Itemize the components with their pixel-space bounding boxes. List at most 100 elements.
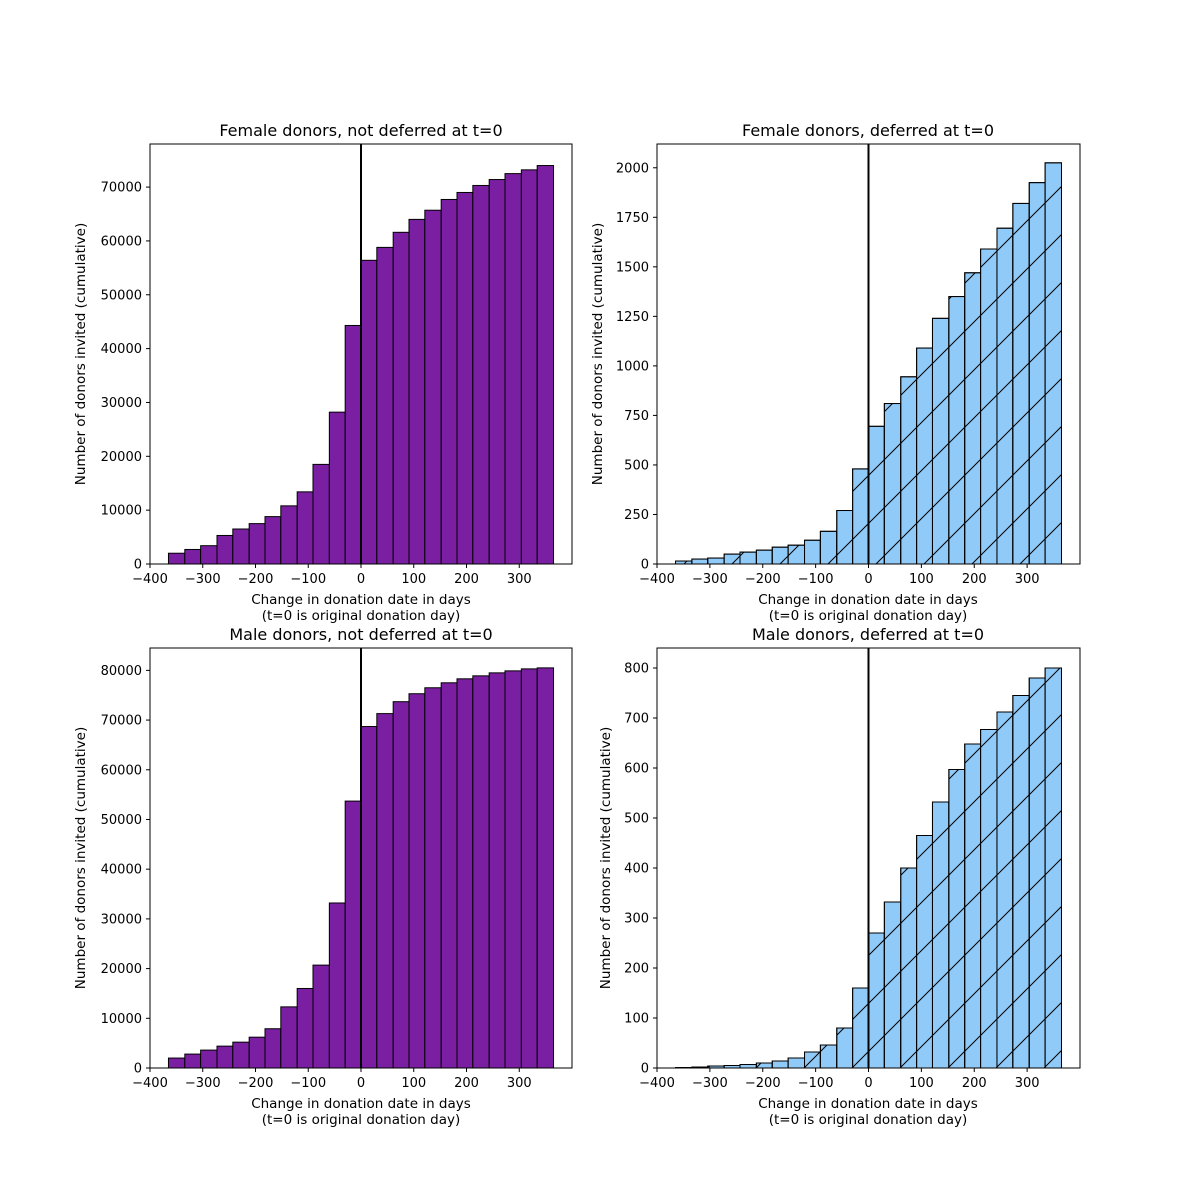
bar xyxy=(488,179,506,565)
bar-hatch xyxy=(852,987,870,1069)
bar xyxy=(328,902,346,1069)
x-tick-label: −400 xyxy=(639,1076,675,1091)
bar xyxy=(248,523,266,565)
bar-hatch xyxy=(883,901,902,1069)
bars xyxy=(167,165,555,565)
x-tick-label: 0 xyxy=(864,572,872,587)
bar xyxy=(392,231,410,565)
chart-panel-male-deferred: Male donors, deferred at t=0 Change in d… xyxy=(598,625,1081,1128)
x-tick-label: 100 xyxy=(401,572,426,587)
bar xyxy=(408,218,426,565)
bar-hatch xyxy=(852,468,870,565)
bar xyxy=(424,687,442,1069)
x-axis-label-subtitle: (t=0 is original donation day) xyxy=(262,608,461,624)
chart-title: Male donors, not deferred at t=0 xyxy=(229,625,492,644)
bar xyxy=(440,198,458,565)
x-tick-label: 200 xyxy=(962,1076,987,1091)
bar-hatch xyxy=(996,711,1014,1069)
chart-title: Male donors, deferred at t=0 xyxy=(752,625,984,644)
y-axis-label: Number of donors invited (cumulative) xyxy=(73,223,89,485)
bar xyxy=(472,184,490,565)
y-axis-label: Number of donors invited (cumulative) xyxy=(73,727,89,989)
x-axis-label-subtitle: (t=0 is original donation day) xyxy=(262,1112,461,1128)
bar-hatch xyxy=(836,510,854,565)
chart-title: Female donors, not deferred at t=0 xyxy=(219,121,502,140)
y-tick-label: 200 xyxy=(624,962,649,977)
x-tick-label: −100 xyxy=(798,1076,834,1091)
x-tick-label: 0 xyxy=(357,572,365,587)
bars xyxy=(167,667,555,1069)
y-tick-label: 80000 xyxy=(101,664,142,679)
y-tick-label: 50000 xyxy=(101,813,142,828)
x-tick-label: −300 xyxy=(692,1076,728,1091)
bar xyxy=(184,548,202,565)
bar xyxy=(504,173,522,565)
bar-hatch xyxy=(868,425,885,565)
x-tick-label: 100 xyxy=(909,572,934,587)
x-tick-label: 200 xyxy=(962,572,987,587)
bar xyxy=(167,552,186,565)
y-tick-label: 800 xyxy=(624,662,649,677)
x-tick-label: −200 xyxy=(238,572,274,587)
bar xyxy=(264,516,282,565)
bar-hatch xyxy=(723,553,741,565)
y-tick-label: 60000 xyxy=(101,763,142,778)
y-axis-label: Number of donors invited (cumulative) xyxy=(598,727,614,989)
y-tick-label: 100 xyxy=(624,1012,649,1027)
bar-hatch xyxy=(964,743,982,1069)
x-tick-label: −400 xyxy=(132,572,168,587)
y-tick-label: 50000 xyxy=(101,288,142,303)
bar xyxy=(488,672,506,1069)
chart-panel-female-deferred: Female donors, deferred at t=0 Change in… xyxy=(590,121,1081,624)
bar xyxy=(456,678,474,1069)
y-tick-label: 20000 xyxy=(101,450,142,465)
chart-panel-male-not-deferred: Male donors, not deferred at t=0 Change … xyxy=(73,625,573,1128)
bar-hatch xyxy=(948,296,966,565)
x-tick-label: 300 xyxy=(1015,572,1040,587)
x-axis-label-subtitle: (t=0 is original donation day) xyxy=(769,1112,968,1128)
bar-hatch xyxy=(1044,162,1062,565)
bar xyxy=(296,491,314,565)
bar-hatch xyxy=(691,558,709,565)
bar-hatch xyxy=(804,539,821,565)
y-tick-label: 700 xyxy=(624,712,649,727)
bar xyxy=(360,726,378,1069)
x-axis-label: Change in donation date in days xyxy=(251,592,471,608)
bar xyxy=(248,1036,266,1069)
bar-hatch xyxy=(900,867,918,1069)
x-axis-label: Change in donation date in days xyxy=(251,1096,471,1112)
bar xyxy=(392,701,410,1069)
bar-hatch xyxy=(916,835,933,1069)
bar xyxy=(360,259,378,565)
bar xyxy=(232,528,250,565)
x-tick-label: −200 xyxy=(745,572,781,587)
bar xyxy=(312,463,330,565)
y-tick-label: 2000 xyxy=(616,161,649,176)
x-tick-label: 200 xyxy=(454,572,479,587)
y-axis-label: Number of donors invited (cumulative) xyxy=(590,223,606,485)
bar xyxy=(344,800,362,1069)
bar xyxy=(408,693,426,1069)
bar-hatch xyxy=(739,551,757,565)
bar xyxy=(216,534,234,565)
x-tick-label: 100 xyxy=(401,1076,426,1091)
y-tick-label: 20000 xyxy=(101,962,142,977)
x-tick-label: 300 xyxy=(507,1076,532,1091)
bar xyxy=(232,1041,250,1069)
y-tick-label: 1750 xyxy=(616,211,649,226)
bars xyxy=(675,667,1062,1069)
y-tick-label: 10000 xyxy=(101,504,142,519)
chart-panel-female-not-deferred: Female donors, not deferred at t=0 Chang… xyxy=(73,121,573,624)
bar xyxy=(520,668,538,1069)
y-tick-label: 40000 xyxy=(101,342,142,357)
bar xyxy=(536,667,555,1069)
x-tick-label: −400 xyxy=(132,1076,168,1091)
bar xyxy=(312,964,330,1069)
bar xyxy=(344,324,362,565)
x-axis-label: Change in donation date in days xyxy=(758,592,978,608)
y-tick-label: 10000 xyxy=(101,1012,142,1027)
bar-hatch xyxy=(996,227,1014,565)
x-tick-label: −400 xyxy=(639,572,675,587)
y-tick-label: 1500 xyxy=(616,260,649,275)
bar xyxy=(472,675,490,1069)
